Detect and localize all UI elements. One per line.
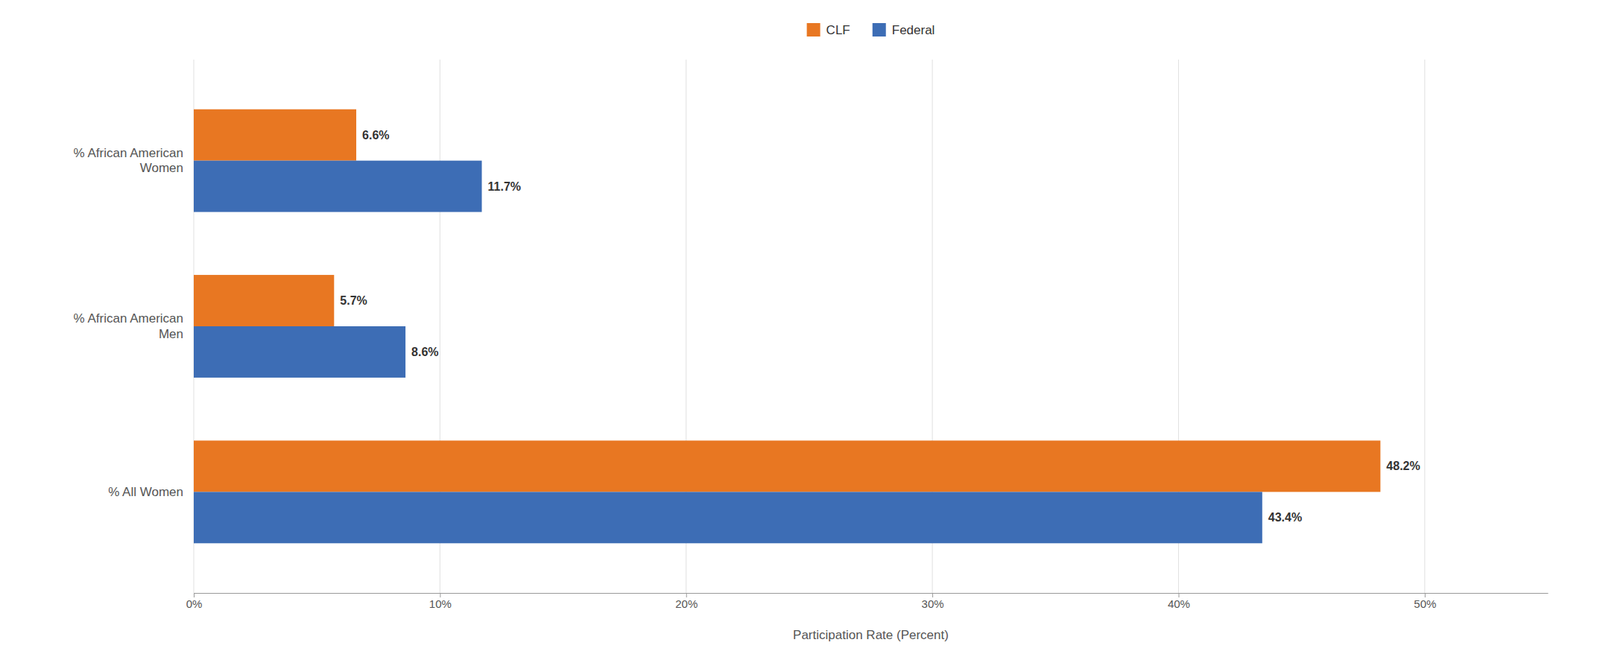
y-tick-label-line: Men bbox=[158, 327, 184, 342]
data-labels: 48.2% 5.7% 6.6% 43.4% 8.6% 11.7% bbox=[339, 128, 1420, 525]
x-tick: 50% bbox=[1413, 593, 1437, 611]
bar bbox=[193, 326, 406, 378]
legend-item: CLF bbox=[807, 23, 851, 38]
legend-item: Federal bbox=[872, 23, 936, 38]
x-tick-label: 50% bbox=[1413, 597, 1437, 611]
y-tick-label: % All Women bbox=[108, 485, 184, 500]
x-tick: 30% bbox=[921, 593, 945, 611]
bar bbox=[193, 274, 334, 327]
data-label: 6.6% bbox=[362, 128, 390, 142]
y-tick-label-line: % African American bbox=[73, 311, 184, 326]
y-tick: % African AmericanMen bbox=[73, 311, 194, 341]
y-tick-label-line: % All Women bbox=[108, 485, 184, 500]
chart-svg: 0% 10% 20% 30% 40% 50% % All Women % African Am… bbox=[0, 0, 1600, 660]
x-tick: 0% bbox=[186, 593, 203, 611]
x-axis-line bbox=[194, 593, 1549, 594]
legend-label: CLF bbox=[826, 23, 851, 38]
plot: 0% 10% 20% 30% 40% 50% % All Women % African Am… bbox=[73, 59, 1549, 611]
y-tick: % All Women bbox=[108, 485, 194, 500]
x-tick-label: 0% bbox=[186, 597, 203, 611]
x-tick-label: 10% bbox=[429, 597, 452, 611]
data-label: 11.7% bbox=[488, 180, 521, 194]
x-axis: 0% 10% 20% 30% 40% 50% bbox=[186, 593, 1549, 611]
x-axis-title: Participation Rate (Percent) bbox=[792, 628, 949, 643]
x-tick-label: 20% bbox=[675, 597, 698, 611]
bar bbox=[193, 109, 357, 161]
y-tick-label-line: Women bbox=[140, 160, 184, 176]
data-label: 48.2% bbox=[1386, 459, 1420, 473]
grid-line bbox=[1424, 59, 1425, 594]
legend-swatch bbox=[872, 23, 887, 37]
y-tick-label-line: % African American bbox=[73, 146, 184, 161]
bar bbox=[193, 491, 1263, 544]
y-tick-label: % African AmericanWomen bbox=[73, 146, 184, 176]
data-label: 8.6% bbox=[411, 345, 439, 359]
legend: CLF Federal bbox=[807, 23, 936, 38]
data-label: 5.7% bbox=[339, 294, 367, 308]
x-tick: 10% bbox=[429, 593, 452, 611]
y-tick-label: % African AmericanMen bbox=[73, 311, 184, 341]
bar bbox=[193, 440, 1381, 492]
grid bbox=[193, 59, 1425, 594]
bar bbox=[193, 160, 483, 213]
x-tick-label: 40% bbox=[1167, 597, 1191, 611]
x-tick: 20% bbox=[675, 593, 698, 611]
y-tick: % African AmericanWomen bbox=[73, 146, 194, 176]
bars bbox=[193, 109, 1381, 545]
data-label: 43.4% bbox=[1268, 511, 1302, 524]
legend-swatch bbox=[807, 23, 821, 37]
legend-label: Federal bbox=[892, 23, 936, 38]
x-tick-label: 30% bbox=[921, 597, 945, 611]
x-tick: 40% bbox=[1167, 593, 1191, 611]
y-axis: % All Women% African AmericanMen% Africa… bbox=[73, 146, 194, 500]
